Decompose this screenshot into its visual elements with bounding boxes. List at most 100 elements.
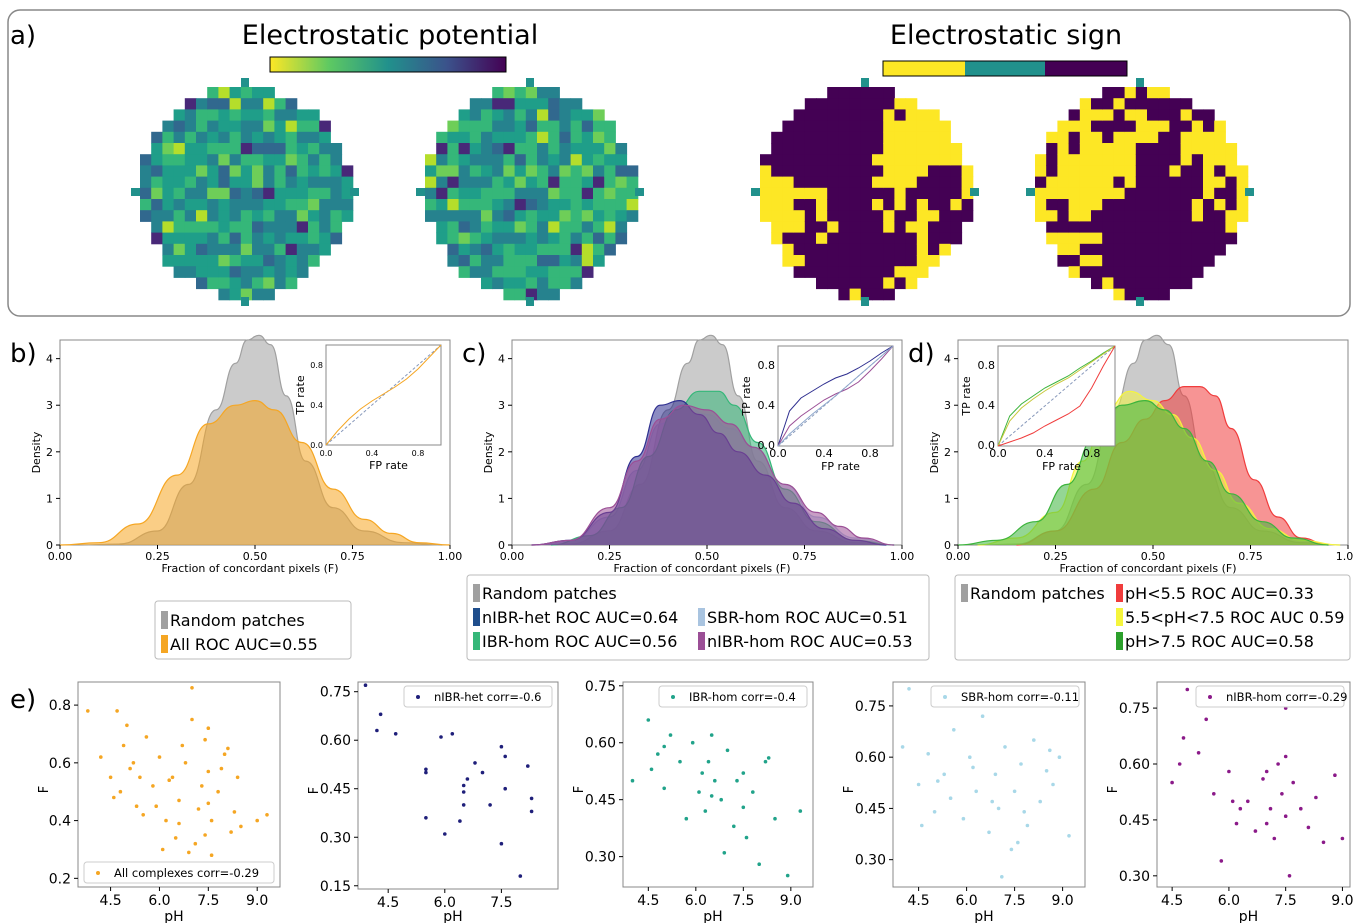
patch-pixel [883, 232, 895, 245]
patch-pixel [827, 143, 839, 155]
patch-pixel [184, 154, 197, 166]
patch-pixel [804, 255, 817, 267]
patch-pixel [162, 243, 175, 256]
patch-pixel [1046, 131, 1058, 144]
patch-pixel [1068, 187, 1081, 200]
patch-pixel [229, 210, 242, 222]
patch-pixel [229, 87, 242, 99]
patch-pixel [447, 255, 460, 267]
patch-pixel [793, 165, 806, 178]
patch-pixel [308, 109, 320, 122]
patch-map [416, 78, 644, 306]
patch-pixel [218, 232, 231, 245]
patch-pixel [252, 165, 264, 178]
patch-pixel [1091, 266, 1103, 278]
patch-pixel [1124, 199, 1137, 211]
patch-pixel [872, 176, 884, 189]
patch-pixel [274, 243, 287, 256]
patch-pixel [1147, 232, 1159, 245]
sign-colorbar-negative [883, 61, 965, 76]
patch-pixel [196, 232, 208, 245]
legend-frame [403, 685, 553, 708]
patch-pixel [1191, 187, 1204, 200]
patch-pixel [1236, 165, 1249, 178]
x-tick-label: 7.5 [490, 895, 512, 911]
patch-pixel [308, 199, 320, 211]
patch-pixel [604, 154, 616, 166]
legend-label: All complexes corr=-0.29 [114, 866, 259, 880]
data-point [961, 816, 966, 821]
patch-pixel [207, 154, 219, 166]
patch-pixel [1135, 243, 1148, 256]
patch-pixel [162, 210, 175, 222]
patch-pixel [1191, 176, 1204, 189]
data-point [461, 790, 466, 794]
patch-pixel [771, 232, 783, 245]
patch-pixel [1035, 154, 1047, 166]
inset-x-tick-label: 0.0 [989, 447, 1007, 460]
patch-pixel [252, 109, 264, 122]
patch-pixel [760, 187, 772, 200]
data-point [703, 809, 708, 813]
patch-pixel [481, 221, 493, 234]
patch-pixel [883, 187, 895, 200]
patch-pixel [218, 120, 231, 133]
y-tick-label: 0.60 [855, 750, 886, 766]
patch-pixel [905, 176, 918, 189]
data-point [1314, 795, 1318, 800]
patch-pixel [207, 109, 219, 122]
patch-pixel [1113, 187, 1126, 200]
patch-pixel [860, 232, 873, 245]
data-point [948, 796, 953, 800]
patch-pixel [492, 87, 504, 99]
patch-pixel [1113, 87, 1126, 99]
patch-pixel [162, 221, 175, 234]
patch-pixel [905, 243, 918, 256]
patch-pixel [173, 232, 186, 245]
patch-pixel [604, 187, 616, 200]
patch-pixel [263, 109, 275, 122]
patch-pixel [883, 143, 895, 155]
patch-pixel [458, 143, 471, 155]
data-point [1306, 825, 1311, 830]
patch-pixel [458, 199, 471, 211]
patch-pixel [771, 143, 783, 155]
patch-pixel [1136, 78, 1144, 87]
patch-pixel [481, 187, 493, 200]
data-point [529, 796, 534, 801]
patch-pixel [151, 154, 163, 166]
patch-pixel [319, 120, 331, 133]
patch-pixel [184, 199, 197, 211]
patch-pixel [860, 98, 873, 110]
patch-pixel [1236, 210, 1249, 222]
data-point [499, 744, 504, 749]
sign-colorbar [882, 60, 1128, 77]
patch-pixel [1079, 266, 1092, 278]
patch-pixel [1102, 154, 1114, 166]
data-point [1272, 836, 1277, 841]
patch-pixel [285, 109, 298, 122]
data-point [987, 830, 991, 835]
data-point [154, 804, 158, 808]
patch-pixel [1124, 266, 1137, 278]
patch-pixel [481, 120, 493, 133]
data-point [1253, 829, 1258, 833]
patch-pixel [240, 109, 253, 122]
patch-pixel [1079, 131, 1092, 144]
patch-pixel [1113, 165, 1126, 178]
patch-pixel [849, 87, 862, 99]
patch-pixel [804, 199, 817, 211]
patch-pixel [950, 232, 963, 245]
y-tick-label: 0.4 [49, 814, 71, 830]
patch-pixel [436, 221, 448, 234]
patch-pixel [492, 176, 504, 189]
data-point [1022, 810, 1026, 814]
patch-pixel [1124, 87, 1137, 99]
data-point [265, 813, 269, 817]
patch-pixel [581, 232, 594, 245]
patch-pixel [218, 277, 231, 290]
patch-pixel [537, 277, 549, 290]
y-axis-label: F [307, 787, 322, 794]
patch-pixel [849, 120, 862, 133]
x-tick-label: 6.0 [434, 895, 456, 911]
